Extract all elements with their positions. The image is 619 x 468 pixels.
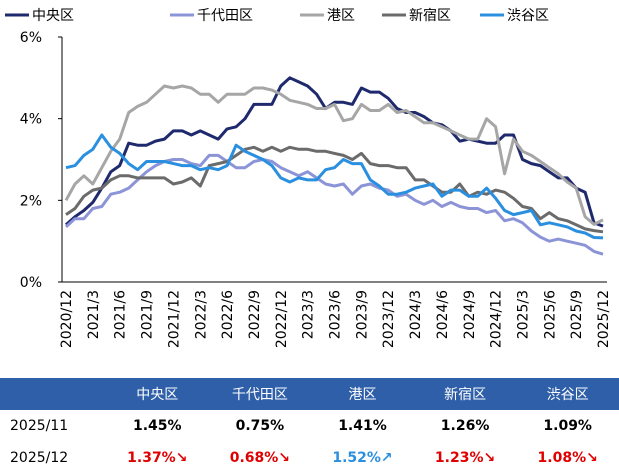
table-cell: 0.68%↘ xyxy=(229,450,291,466)
x-tick-label: 2020/12 xyxy=(59,290,75,348)
table-cell: 1.52%↗ xyxy=(332,450,393,466)
column-header: 渋谷区 xyxy=(516,378,619,410)
x-tick-label: 2024/9 xyxy=(462,290,478,339)
summary-table: 中央区 千代田区 港区 新宿区 渋谷区 2025/11 1.45% 0.75% 1.41% 1.… xyxy=(0,378,619,468)
x-tick-label: 2021/9 xyxy=(140,290,156,339)
x-tick-label: 2023/12 xyxy=(381,290,397,348)
column-header: 千代田区 xyxy=(208,378,312,410)
table-cell: 0.75% xyxy=(235,418,285,434)
x-tick-label: 2022/9 xyxy=(247,290,263,339)
x-tick-label: 2021/12 xyxy=(166,290,182,348)
legend-label: 新宿区 xyxy=(409,7,451,24)
table-row: 2025/11 1.45% 0.75% 1.41% 1.26% 1.09% xyxy=(0,410,619,442)
x-tick-label: 2021/6 xyxy=(113,290,129,339)
legend-label: 港区 xyxy=(327,8,355,24)
series-line xyxy=(65,145,604,234)
x-tick-label: 2022/3 xyxy=(193,290,209,339)
table-cell: 1.41% xyxy=(338,418,387,434)
header-row: 中央区 千代田区 港区 新宿区 渋谷区 xyxy=(0,378,619,410)
series-line xyxy=(64,153,604,256)
y-tick-label: 0% xyxy=(20,275,42,291)
row-label: 2025/11 xyxy=(10,418,69,434)
x-tick-label: 2021/3 xyxy=(86,290,102,339)
x-tick-label: 2024/3 xyxy=(408,290,424,339)
x-tick-label: 2024/12 xyxy=(489,290,505,348)
legend-label: 渋谷区 xyxy=(507,8,549,24)
table-cell: 1.23%↘ xyxy=(434,450,496,466)
table-cell: 1.37%↘ xyxy=(127,450,188,466)
x-tick-label: 2022/12 xyxy=(274,290,290,348)
x-tick-label: 2023/3 xyxy=(301,290,317,339)
series-line xyxy=(64,84,604,226)
table-cell: 1.09% xyxy=(543,418,592,434)
x-tick-label: 2022/6 xyxy=(220,290,236,339)
series-line xyxy=(65,133,604,240)
x-tick-label: 2024/6 xyxy=(435,290,451,339)
legend-label: 中央区 xyxy=(32,8,74,24)
column-header: 新宿区 xyxy=(413,378,517,410)
chart: 0% 2% 4% 6% 2020/12 2021/3 2021/6 2021/9 2021/12… xyxy=(5,7,612,348)
x-tick-label: 2025/6 xyxy=(542,290,558,339)
series-line xyxy=(64,76,604,228)
x-tick-label: 2025/12 xyxy=(596,290,612,348)
table-row: 2025/12 1.37%↘ 0.68%↘ 1.52%↗ 1.23%↘ 1.08%↘ xyxy=(0,442,619,468)
legend-label: 千代田区 xyxy=(197,8,253,24)
y-tick-label: 4% xyxy=(20,112,42,128)
column-header: 中央区 xyxy=(106,378,209,410)
y-tick-label: 6% xyxy=(20,30,42,46)
table-cell: 1.08%↘ xyxy=(537,450,598,466)
row-label: 2025/12 xyxy=(10,450,69,466)
x-tick-label: 2023/6 xyxy=(328,290,344,339)
column-header: 港区 xyxy=(311,378,414,410)
corner xyxy=(0,378,106,410)
x-tick-label: 2023/9 xyxy=(354,290,370,339)
x-tick-label: 2025/3 xyxy=(515,290,531,339)
y-tick-label: 2% xyxy=(20,193,42,209)
table-cell: 1.45% xyxy=(133,418,182,434)
x-tick-label: 2025/9 xyxy=(569,290,585,339)
table-cell: 1.26% xyxy=(440,418,490,434)
